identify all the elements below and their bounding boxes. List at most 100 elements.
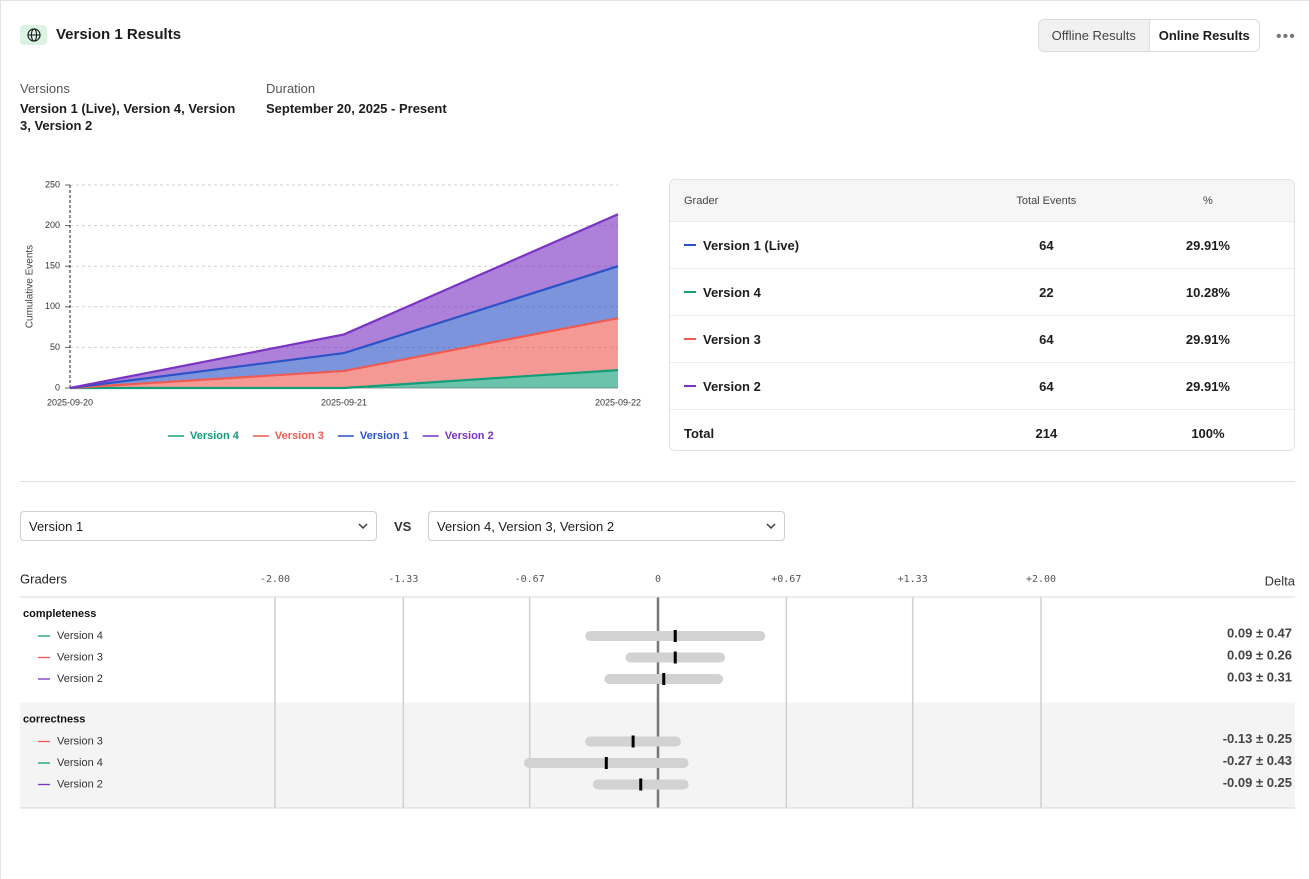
version-name: Version 2 bbox=[57, 673, 103, 685]
version-name: Version 4 bbox=[57, 757, 103, 769]
row-swatch bbox=[684, 385, 696, 387]
tab-group: Offline Results Online Results bbox=[1038, 19, 1260, 52]
divider bbox=[20, 481, 1295, 482]
delta-label: -0.13 ± 0.25 bbox=[1223, 731, 1292, 746]
table-cell: Version 2 bbox=[670, 379, 971, 394]
table-cell: 64 bbox=[971, 238, 1122, 253]
results-table: Grader Total Events% Version 1 (Live) 64 29.… bbox=[669, 179, 1295, 451]
chevron bbox=[358, 523, 368, 529]
globe-icon bbox=[20, 25, 47, 45]
table-cell: 22 bbox=[971, 285, 1122, 300]
table-cell: 100% bbox=[1122, 426, 1294, 441]
column-header: % bbox=[1203, 194, 1213, 207]
delta-header: Delta bbox=[1265, 573, 1296, 588]
x-tick-label: 2025-09-22 bbox=[595, 397, 641, 407]
table-cell: 64 bbox=[971, 332, 1122, 347]
more-menu[interactable]: ••• bbox=[1276, 28, 1296, 45]
y-tick-label: 150 bbox=[45, 261, 60, 271]
x-tick-label: 2025-09-20 bbox=[47, 397, 93, 407]
point-marker bbox=[673, 630, 677, 642]
point-marker bbox=[639, 778, 643, 791]
grader-name: correctness bbox=[23, 713, 85, 725]
version-name: Version 2 bbox=[57, 778, 103, 790]
table-cell: 214 bbox=[971, 426, 1122, 441]
legend-label: Version 4 bbox=[190, 430, 240, 442]
cell-text: 10.28% bbox=[1185, 284, 1230, 300]
cell-text: 22 bbox=[1039, 284, 1054, 300]
cell-text: 100% bbox=[1191, 425, 1225, 441]
table-cell: 29.91% bbox=[1122, 238, 1294, 253]
select-value: Version 4, Version 3, Version 2 bbox=[437, 518, 615, 534]
point-marker bbox=[673, 651, 677, 664]
table-header: Grader Total Events% bbox=[670, 180, 1294, 221]
y-tick-label: 200 bbox=[45, 220, 60, 230]
table-cell: 29.91% bbox=[1122, 379, 1294, 394]
area-line bbox=[69, 317, 619, 390]
x-tick-label: -2.00 bbox=[260, 574, 290, 585]
cell-text: 64 bbox=[1039, 378, 1054, 394]
base-select[interactable]: Version 1 bbox=[20, 511, 377, 541]
chevron bbox=[766, 523, 776, 529]
table-row: Version 2 64 29.91% bbox=[670, 362, 1294, 409]
table-row: Version 3 64 29.91% bbox=[670, 315, 1294, 362]
table-cell: 29.91% bbox=[1122, 332, 1294, 347]
x-tick-label: +0.67 bbox=[771, 574, 801, 585]
area-fill bbox=[70, 266, 618, 388]
cell-text: 29.91% bbox=[1185, 378, 1230, 394]
column-header: Grader bbox=[684, 194, 719, 207]
x-tick-label: 2025-09-21 bbox=[321, 397, 367, 407]
versions-value: Version 1 (Live), Version 4, Version 3, … bbox=[20, 101, 236, 133]
x-tick-label: -1.33 bbox=[388, 574, 418, 585]
point-marker bbox=[631, 735, 635, 748]
y-tick-label: 0 bbox=[55, 382, 60, 392]
versions-label: Versions bbox=[20, 81, 70, 96]
x-tick-label: +1.33 bbox=[898, 574, 928, 585]
select-value: Version 1 bbox=[29, 518, 84, 534]
delta-label: -0.09 ± 0.25 bbox=[1223, 775, 1292, 790]
delta-label: -0.27 ± 0.43 bbox=[1223, 753, 1292, 768]
delta-label: 0.09 ± 0.26 bbox=[1227, 647, 1292, 662]
legend-label: Version 1 bbox=[360, 430, 409, 442]
area-line bbox=[70, 369, 619, 390]
table-row: Version 4 22 10.28% bbox=[670, 268, 1294, 315]
row-swatch bbox=[684, 291, 696, 293]
table-cell: Total bbox=[670, 426, 971, 441]
delta-label: 0.09 ± 0.47 bbox=[1227, 625, 1292, 640]
table-cell: Version 3 bbox=[670, 332, 971, 347]
legend-label: Version 2 bbox=[445, 430, 494, 442]
page-title: Version 1 Results bbox=[56, 26, 182, 43]
area-fill bbox=[70, 370, 618, 388]
grader-name: completeness bbox=[23, 608, 96, 620]
y-axis-title: Cumulative Events bbox=[25, 245, 36, 328]
cell-text: Total bbox=[684, 425, 715, 441]
version-name: Version 3 bbox=[57, 735, 103, 747]
cell-text: 29.91% bbox=[1185, 331, 1230, 347]
cell-text: 29.91% bbox=[1185, 237, 1230, 253]
duration-label: Duration bbox=[266, 81, 316, 96]
table-cell: Version 1 (Live) bbox=[670, 238, 971, 253]
delta-label: 0.03 ± 0.31 bbox=[1227, 669, 1292, 684]
x-tick-label: -0.67 bbox=[515, 574, 545, 585]
y-tick-label: 100 bbox=[45, 301, 60, 311]
area-line bbox=[69, 213, 619, 390]
y-tick-label: 250 bbox=[45, 179, 60, 189]
table-cell: 10.28% bbox=[1122, 285, 1294, 300]
area-line bbox=[69, 265, 619, 390]
cell-text: 214 bbox=[1035, 425, 1058, 441]
x-tick-label: +2.00 bbox=[1026, 574, 1056, 585]
target-select[interactable]: Version 4, Version 3, Version 2 bbox=[428, 511, 785, 541]
cell-text: Version 3 bbox=[703, 331, 761, 347]
cell-text: 64 bbox=[1039, 331, 1054, 347]
graders-header: Graders bbox=[20, 571, 67, 586]
tab[interactable]: Offline Results bbox=[1039, 20, 1150, 51]
row-swatch bbox=[684, 338, 696, 340]
table-cell: 64 bbox=[971, 379, 1122, 394]
tab[interactable]: Online Results bbox=[1158, 28, 1250, 43]
duration-value: September 20, 2025 - Present bbox=[266, 101, 447, 116]
cell-text: Version 1 (Live) bbox=[703, 237, 800, 253]
table-row: Version 1 (Live) 64 29.91% bbox=[670, 221, 1294, 268]
version-name: Version 4 bbox=[57, 630, 103, 642]
vs-label: VS bbox=[394, 519, 412, 534]
